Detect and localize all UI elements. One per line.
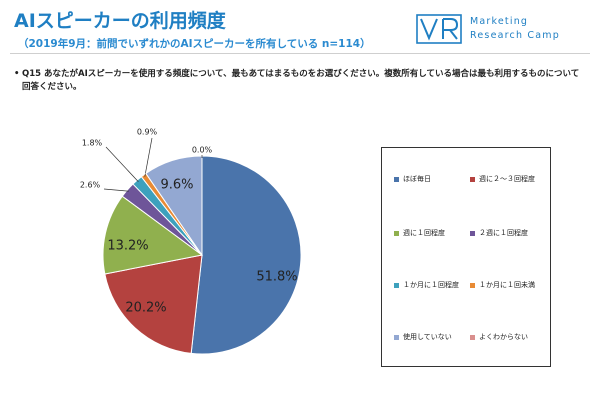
legend-label-slice-7: よくわからない (479, 333, 528, 341)
legend-label-slice-0: ほぼ毎日 (403, 175, 431, 183)
legend-label-slice-4: １か月に１回程度 (403, 281, 459, 289)
pie-slice-1 (104, 254, 203, 354)
data-label-slice-1: 20.2% (125, 301, 166, 316)
legend-swatch-slice-4 (394, 282, 399, 288)
question-text: Q15 あなたがAIスピーカーを使用する頻度について、最もあてはまるものをお選び… (22, 69, 580, 92)
legend-label-slice-1: 週に２～３回程度 (479, 175, 535, 183)
pie-slice-0 (190, 155, 302, 355)
leader-line-slice-3 (103, 188, 129, 192)
legend-swatch-slice-3 (470, 230, 475, 236)
data-label-slice-6: 9.6% (160, 178, 193, 193)
legend-item-slice-6: 使用していない (394, 332, 452, 342)
legend-item-slice-1: 週に２～３回程度 (470, 174, 535, 184)
logo-text-line1: Marketing (470, 16, 529, 27)
legend-swatch-slice-0 (394, 176, 399, 182)
brand-logo: Marketing Research Camp (416, 14, 586, 44)
logo-mark-icon (416, 14, 462, 44)
legend-swatch-slice-2 (394, 230, 399, 236)
data-label-slice-7: 0.0% (192, 146, 213, 155)
data-label-slice-2: 13.2% (107, 239, 148, 254)
data-label-slice-5: 0.9% (137, 128, 158, 137)
legend-label-slice-2: 週に１回程度 (403, 229, 445, 237)
data-label-slice-3: 2.6% (80, 181, 101, 190)
legend-item-slice-2: 週に１回程度 (394, 228, 445, 238)
question-text-block: • Q15 あなたがAIスピーカーを使用する頻度について、最もあてはまるものをお… (14, 68, 582, 94)
legend-item-slice-5: １か月に１回未満 (470, 280, 535, 290)
legend-swatch-slice-5 (470, 282, 475, 288)
legend-item-slice-3: ２週に１回程度 (470, 228, 528, 238)
legend-label-slice-6: 使用していない (403, 333, 452, 341)
legend-item-slice-0: ほぼ毎日 (394, 174, 431, 184)
legend-swatch-slice-1 (470, 176, 475, 182)
leader-line-slice-4 (105, 146, 139, 183)
pie-slice-2 (102, 195, 204, 275)
legend-label-slice-3: ２週に１回程度 (479, 229, 528, 237)
legend-item-slice-4: １か月に１回程度 (394, 280, 459, 290)
question-bullet: • (14, 69, 20, 79)
chart-legend: ほぼ毎日 週に２～３回程度週に１回程度 ２週に１回程度 １か月に１回程度 １か月に１回未… (381, 147, 551, 367)
logo-text-line2: Research Camp (470, 30, 560, 41)
data-label-slice-0: 51.8% (256, 270, 297, 285)
pie-chart: 51.8% 20.2% 13.2% 2.6% 1.8% 0.9% 9.6% 0.0% (80, 128, 302, 355)
data-label-slice-4: 1.8% (82, 139, 103, 148)
leader-line-slice-5 (144, 137, 153, 177)
legend-swatch-slice-6 (394, 334, 399, 340)
legend-swatch-slice-7 (470, 334, 475, 340)
header-divider (10, 53, 590, 54)
legend-label-slice-5: １か月に１回未満 (479, 281, 535, 289)
page-subtitle: （2019年9月：前問でいずれかのAIスピーカーを所有している n=114） (18, 38, 371, 50)
legend-item-slice-7: よくわからない (470, 332, 528, 342)
page-title: AIスピーカーの利用頻度 (14, 10, 226, 32)
